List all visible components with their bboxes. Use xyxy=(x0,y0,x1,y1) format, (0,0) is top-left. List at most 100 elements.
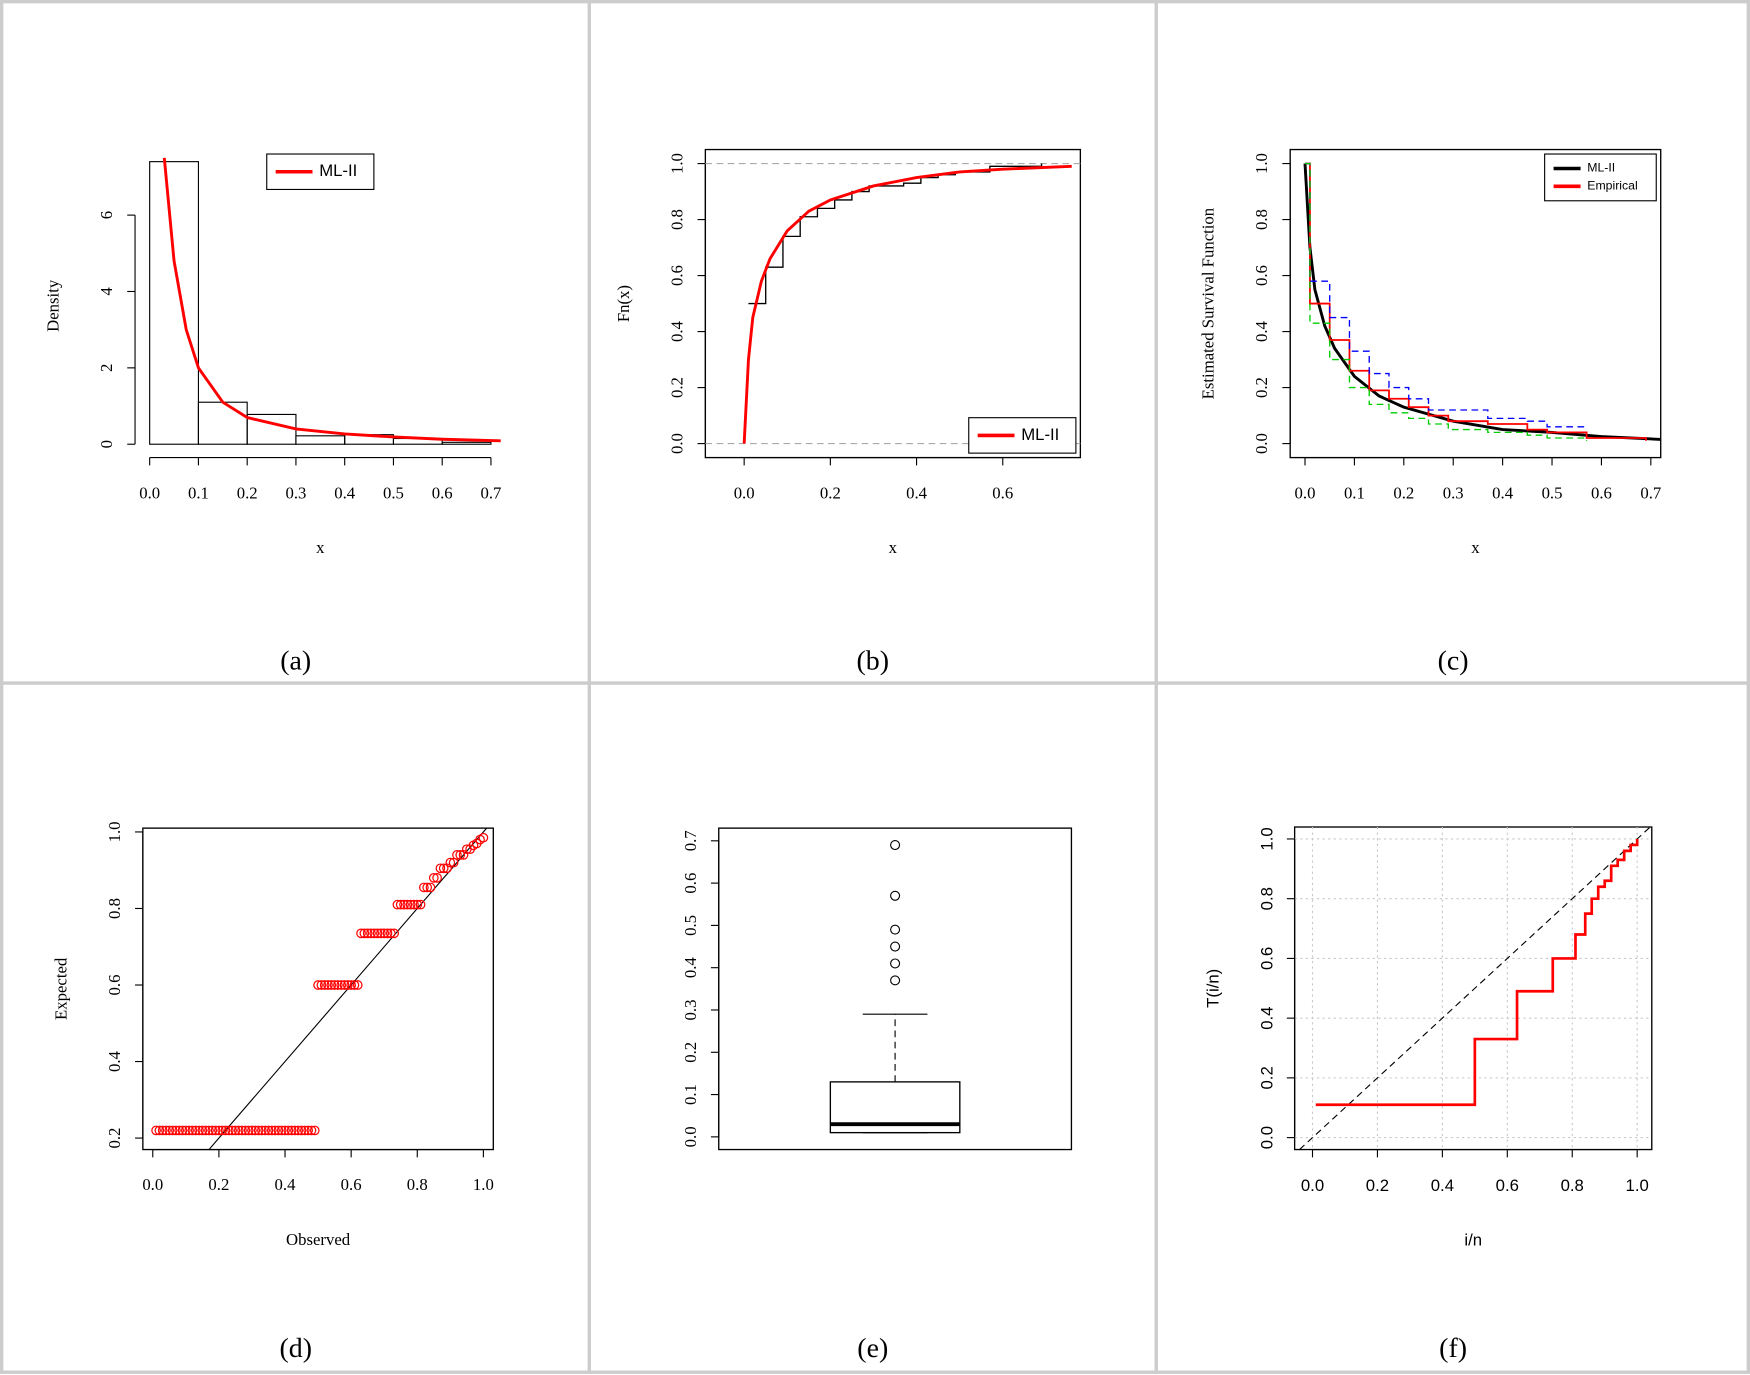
point xyxy=(300,1125,310,1136)
panel: (b) 0.0 0.2 0.4 0.6 0.0 0.2 0.4 0.6 0.8 1.0 x Fn(x) M… xyxy=(614,148,1082,676)
x-tick-label: 0.2 xyxy=(237,483,258,502)
y-tick-label: 0.0 xyxy=(667,433,686,454)
x-tick-label: 0.4 xyxy=(1492,483,1514,502)
y-tick-label: 1.0 xyxy=(105,821,124,842)
point xyxy=(323,980,333,990)
x-tick-label: 0.6 xyxy=(341,1175,362,1194)
y-tick-label: 0.2 xyxy=(667,377,686,398)
y-tick-label: 0.4 xyxy=(1252,320,1271,342)
point xyxy=(161,1125,171,1136)
point xyxy=(293,1125,304,1136)
outlier xyxy=(890,975,901,986)
point xyxy=(214,1125,224,1136)
y-tick-label: 0.8 xyxy=(105,898,124,919)
panel: (f) 0.0 0.2 0.4 0.6 0.8 1.0 0.0 0.2 0.4 0.6 0.8 1.0 i… xyxy=(1204,826,1653,1364)
point xyxy=(415,899,426,910)
y-tick-label: 0.3 xyxy=(681,1000,700,1021)
y-tick-label: 0.8 xyxy=(667,209,686,230)
point xyxy=(316,980,327,990)
point xyxy=(280,1125,290,1136)
point xyxy=(339,980,350,990)
point xyxy=(240,1125,251,1136)
panel: (a) 0.0 0.1 0.2 0.3 0.4 0.5 0.6 0.7 0 2 4 6 x Density M… xyxy=(44,153,501,676)
point xyxy=(276,1125,287,1136)
point xyxy=(458,850,469,860)
y-tick-label: 0.8 xyxy=(1257,887,1276,910)
legend-label: Empirical xyxy=(1587,179,1637,193)
caption: (c) xyxy=(1438,645,1469,676)
x-axis-label: x xyxy=(889,538,898,557)
x-tick-label: 0.4 xyxy=(334,483,356,502)
point xyxy=(157,1125,168,1136)
point xyxy=(296,1125,307,1136)
x-tick-label: 0.4 xyxy=(906,483,928,502)
x-tick-label: 0.0 xyxy=(1295,483,1316,502)
curve xyxy=(162,157,501,443)
point xyxy=(223,1125,234,1136)
point xyxy=(442,863,452,874)
curve xyxy=(1303,163,1661,441)
point xyxy=(313,980,323,990)
x-tick-label: 0.5 xyxy=(383,483,404,502)
outlier xyxy=(890,890,901,901)
point xyxy=(266,1125,277,1136)
point xyxy=(233,1125,244,1136)
diagonal-line xyxy=(1299,826,1651,1150)
x-tick-label: 0.4 xyxy=(1431,1176,1454,1195)
point xyxy=(352,980,363,990)
point xyxy=(333,980,343,990)
point xyxy=(369,928,380,939)
point xyxy=(190,1125,201,1136)
point xyxy=(220,1125,231,1136)
x-axis-label: x xyxy=(316,538,325,557)
legend-box xyxy=(1544,153,1657,202)
y-tick-label: 1.0 xyxy=(667,153,686,174)
x-tick-label: 0.6 xyxy=(1496,1176,1519,1195)
point xyxy=(151,1125,161,1136)
y-tick-label: 0.0 xyxy=(1252,433,1271,454)
x-tick-label: 0.6 xyxy=(432,483,453,502)
point xyxy=(243,1125,254,1136)
step-line xyxy=(1315,838,1639,1107)
curve xyxy=(742,164,1072,444)
point xyxy=(187,1125,198,1136)
point xyxy=(385,928,396,939)
y-tick-label: 0.2 xyxy=(681,1042,700,1063)
step-line xyxy=(1304,162,1587,428)
caption: (a) xyxy=(280,645,311,676)
legend-label: ML-II xyxy=(1587,161,1615,175)
x-tick-label: 0.3 xyxy=(285,483,306,502)
point xyxy=(204,1125,214,1136)
point xyxy=(286,1125,297,1136)
legend-label: ML-II xyxy=(319,161,357,180)
x-tick-label: 0.0 xyxy=(142,1175,163,1194)
bar xyxy=(149,161,199,445)
point xyxy=(425,882,436,893)
point xyxy=(329,980,340,990)
point xyxy=(452,850,462,860)
point xyxy=(346,980,356,990)
point xyxy=(372,928,383,939)
y-tick-label: 0.2 xyxy=(1252,377,1271,398)
point xyxy=(366,928,376,939)
y-tick-label: 0.0 xyxy=(681,1126,700,1147)
x-tick-label: 0.7 xyxy=(1640,483,1661,502)
caption: (f) xyxy=(1439,1333,1467,1364)
bar xyxy=(295,435,346,445)
y-tick-label: 6 xyxy=(97,211,116,219)
point xyxy=(455,850,466,860)
step-line xyxy=(748,163,1043,305)
point xyxy=(319,980,330,990)
point xyxy=(227,1125,237,1136)
y-tick-label: 0.4 xyxy=(105,1050,124,1072)
point xyxy=(428,873,439,883)
point xyxy=(283,1125,294,1136)
y-tick-label: 0.6 xyxy=(1257,947,1276,970)
caption: (b) xyxy=(857,645,890,676)
point xyxy=(309,1125,320,1136)
y-tick-label: 0.6 xyxy=(1252,265,1271,286)
x-tick-label: 0.1 xyxy=(188,483,209,502)
point xyxy=(174,1125,185,1136)
